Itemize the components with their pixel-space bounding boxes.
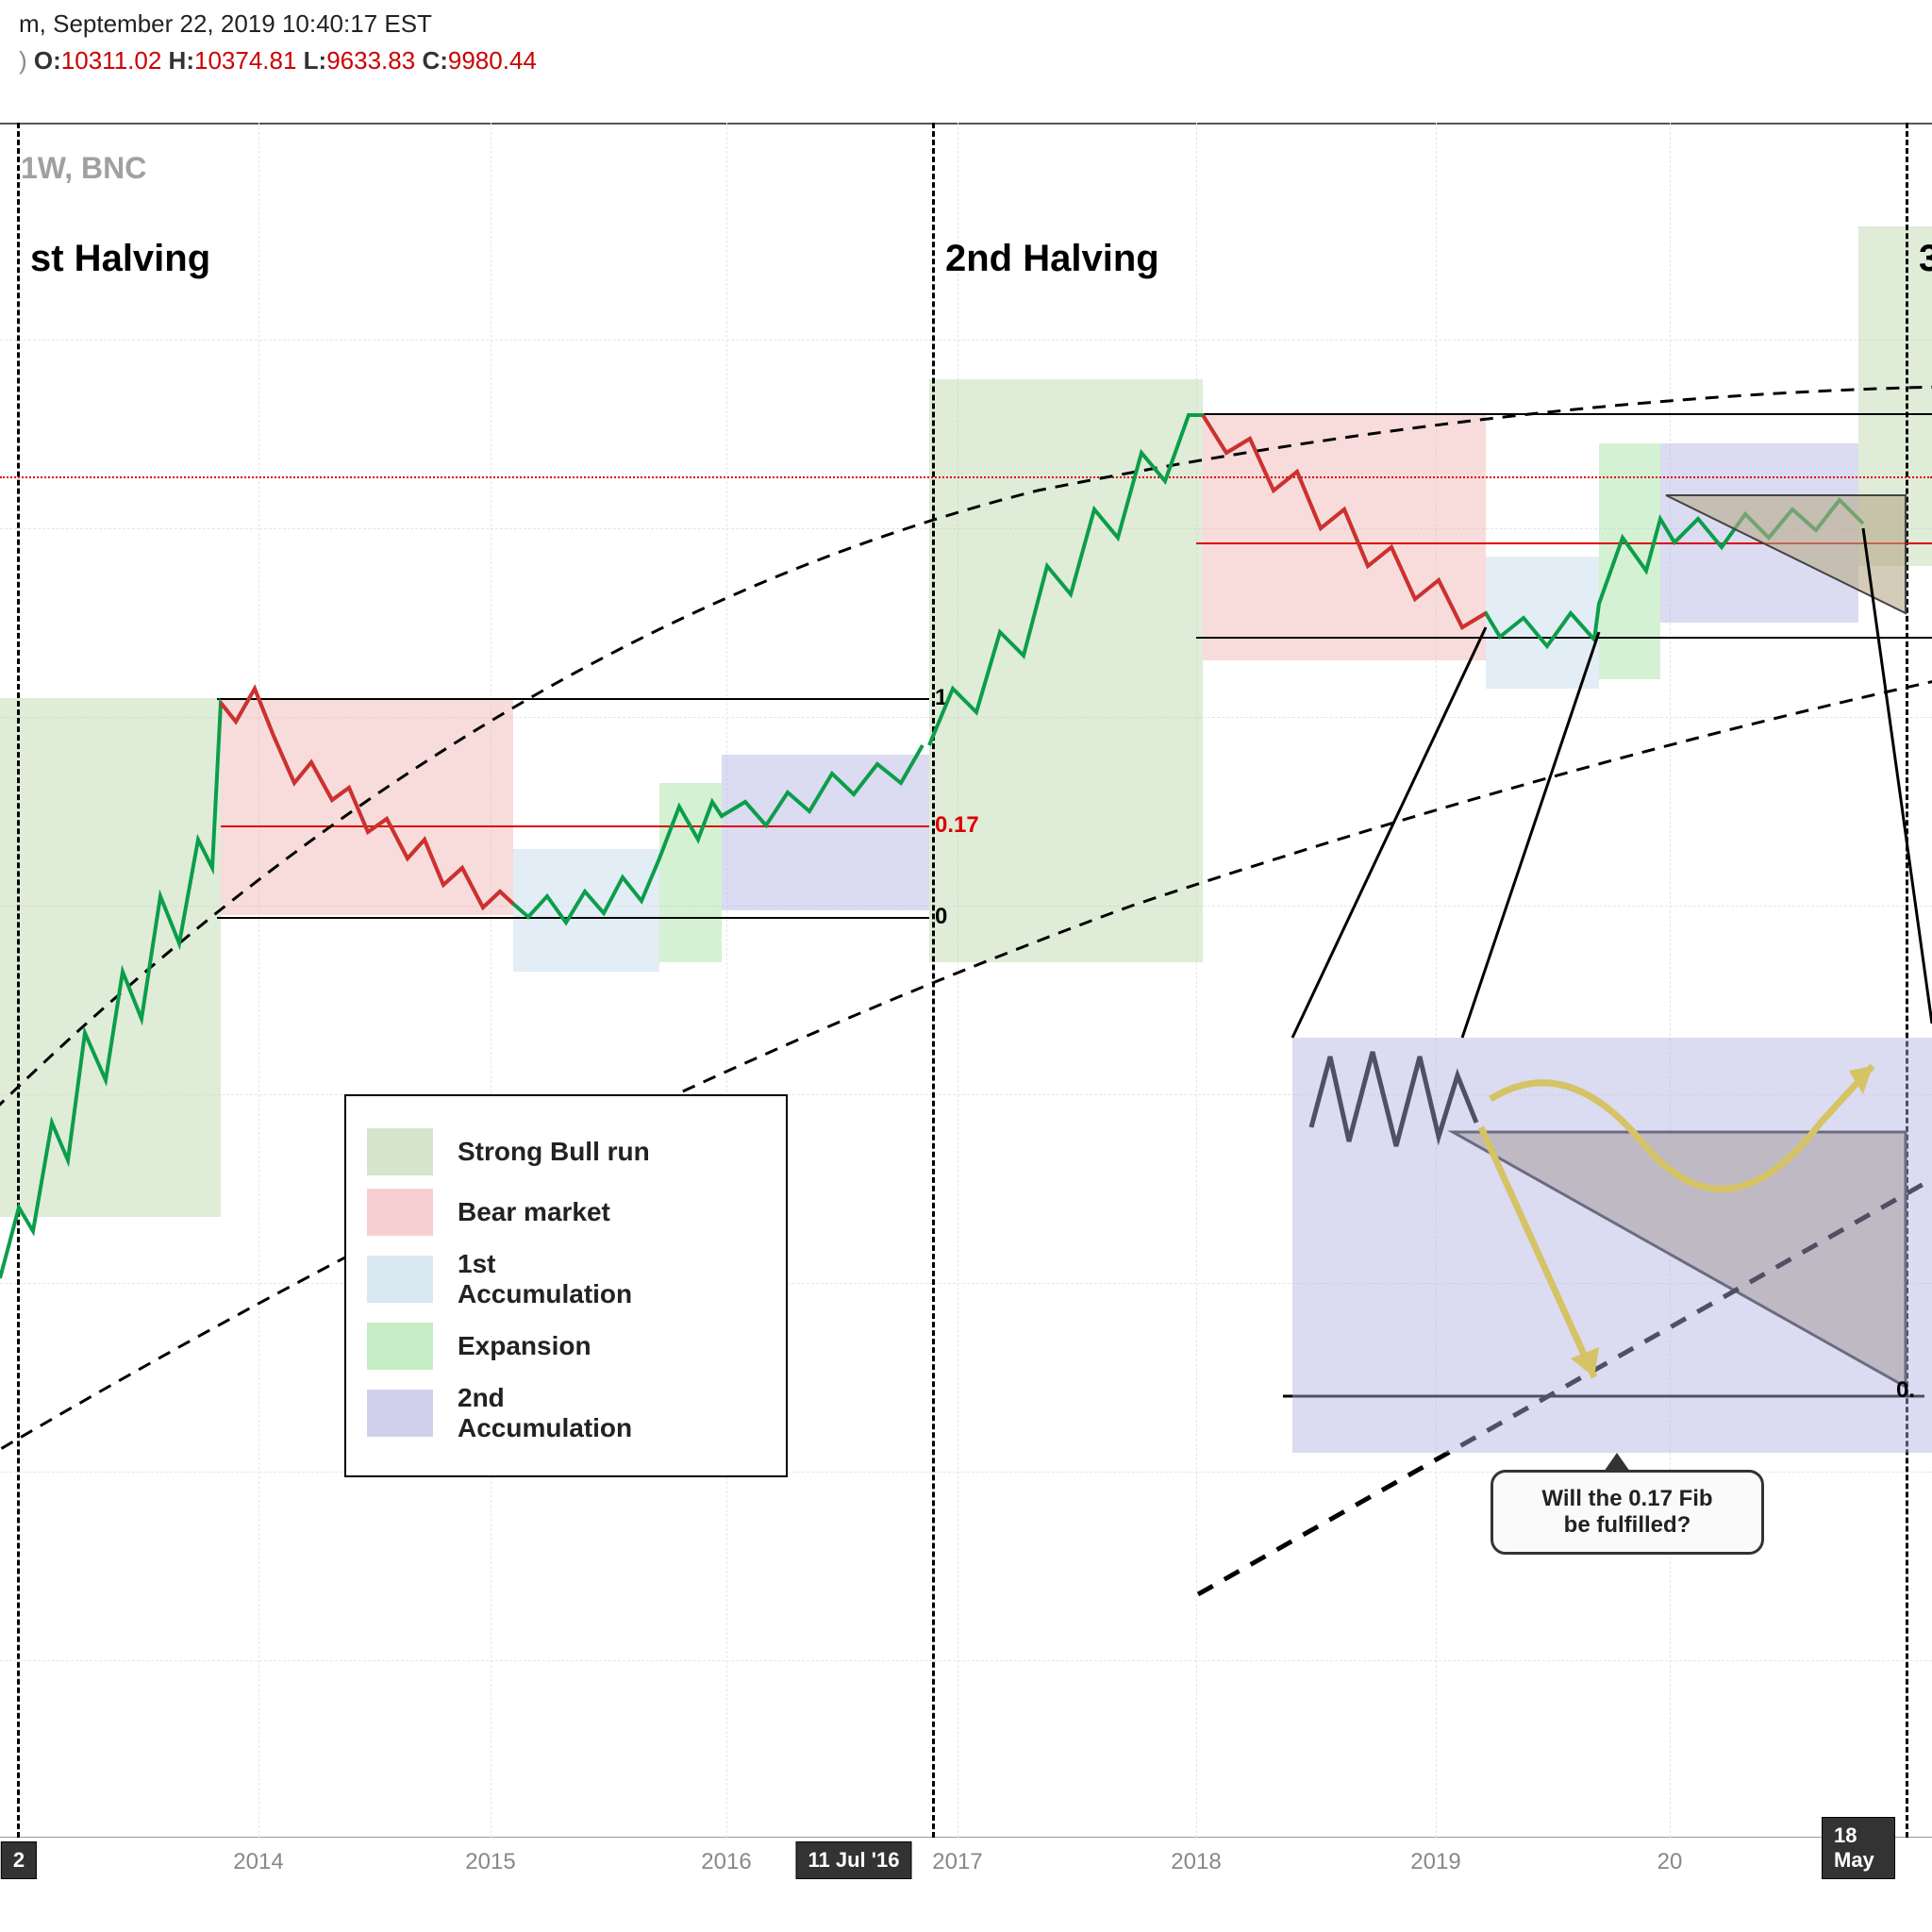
x-axis-tick: 2015 (465, 1849, 515, 1875)
legend-item: Strong Bull run (367, 1128, 765, 1175)
x-axis-tick: 2014 (233, 1849, 283, 1875)
x-axis-tick: 2017 (932, 1849, 982, 1875)
legend-item: 2nd Accumulation (367, 1383, 765, 1443)
legend-item: Expansion (367, 1323, 765, 1370)
x-axis-badge: 2 (1, 1841, 37, 1879)
x-axis-badge: 11 Jul '16 (796, 1841, 912, 1879)
x-axis-tick: 2019 (1410, 1849, 1460, 1875)
chart-header: m, September 22, 2019 10:40:17 EST ) O:1… (0, 0, 1932, 85)
x-axis-tick: 2016 (701, 1849, 751, 1875)
legend: Strong Bull run Bear market 1st Accumulati… (344, 1094, 788, 1477)
ohlc-close: 9980.44 (448, 46, 537, 75)
price-chart-svg (0, 123, 1932, 1838)
x-axis-tick: 20 (1657, 1849, 1683, 1875)
x-axis-badge: 18 May (1822, 1817, 1895, 1879)
legend-swatch (367, 1256, 433, 1303)
legend-label: Strong Bull run (458, 1137, 650, 1167)
callout-fib: Will the 0.17 Fib be fulfilled? (1491, 1470, 1764, 1555)
x-axis-tick: 2018 (1171, 1849, 1221, 1875)
callout-tail-icon (1604, 1453, 1630, 1472)
x-axis: 2014 2015 2016 2017 2018 2019 20 (0, 1838, 1932, 1875)
timestamp-label: m, September 22, 2019 10:40:17 EST (19, 9, 1913, 39)
callout-text: Will the 0.17 Fib be fulfilled? (1541, 1486, 1712, 1538)
legend-swatch (367, 1323, 433, 1370)
legend-label: Bear market (458, 1197, 610, 1227)
legend-item: 1st Accumulation (367, 1249, 765, 1309)
ohlc-open: 10311.02 (61, 46, 162, 75)
legend-swatch (367, 1128, 433, 1175)
ohlc-readout: ) O:10311.02 H:10374.81 L:9633.83 C:9980… (19, 46, 1913, 75)
legend-swatch (367, 1390, 433, 1437)
legend-label: 2nd Accumulation (458, 1383, 632, 1443)
ohlc-high: 10374.81 (194, 46, 296, 75)
legend-item: Bear market (367, 1189, 765, 1236)
inset-level-label: 0. (1896, 1377, 1915, 1404)
ohlc-low: 9633.83 (326, 46, 415, 75)
legend-label: 1st Accumulation (458, 1249, 632, 1309)
legend-swatch (367, 1189, 433, 1236)
legend-label: Expansion (458, 1331, 591, 1361)
chart-container: { "header": { "timestamp": "m, September… (0, 0, 1932, 1932)
inset-panel (1292, 1038, 1932, 1453)
